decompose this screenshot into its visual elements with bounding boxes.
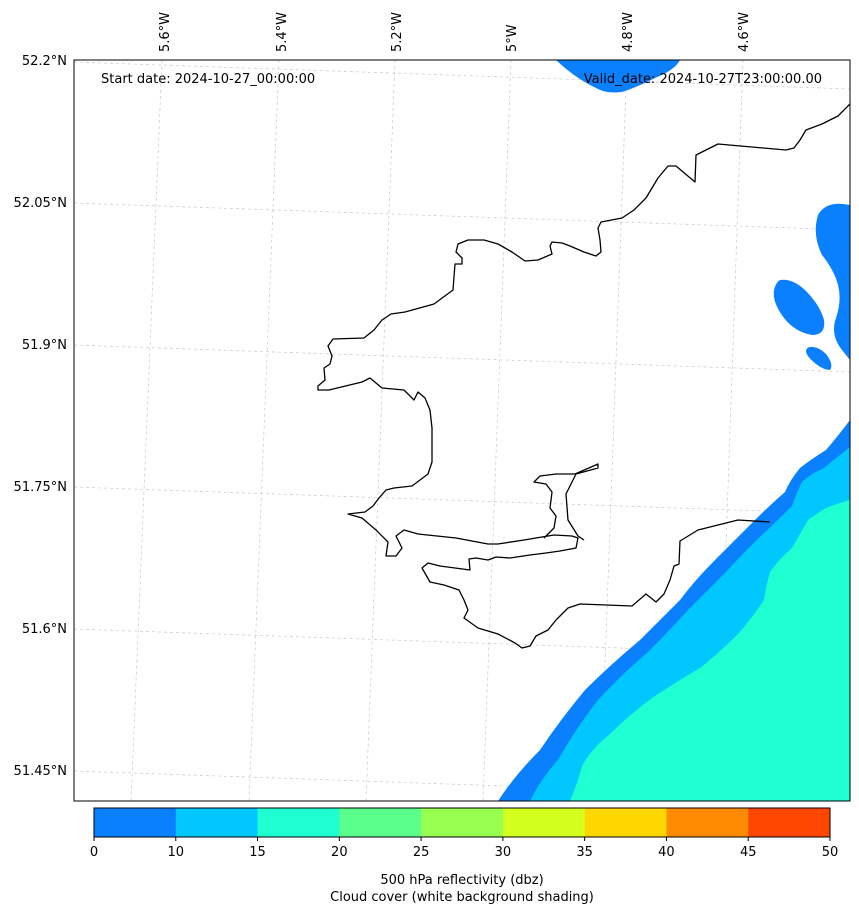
colorbar-swatch bbox=[502, 808, 586, 837]
colorbar-tick-label: 45 bbox=[740, 845, 757, 860]
colorbar-swatch bbox=[257, 808, 340, 837]
lat-label: 52.05°N bbox=[14, 196, 67, 211]
colorbar-label-line2: Cloud cover (white background shading) bbox=[330, 890, 594, 905]
map-border bbox=[73, 59, 851, 802]
colorbar-swatch bbox=[94, 808, 177, 837]
lon-label: 4.8°W bbox=[621, 12, 636, 52]
colorbar-tick-label: 25 bbox=[413, 845, 430, 860]
reflectivity-shading bbox=[498, 60, 850, 801]
colorbar-swatches bbox=[94, 808, 831, 837]
colorbar-swatch bbox=[666, 808, 749, 837]
colorbar-frame bbox=[93, 807, 831, 838]
colorbar-tick-label: 40 bbox=[658, 845, 675, 860]
colorbar-swatch bbox=[748, 808, 831, 837]
lon-label: 5.4°W bbox=[275, 12, 290, 52]
colorbar-tick-label: 35 bbox=[576, 845, 593, 860]
lon-label: 4.6°W bbox=[737, 12, 752, 52]
valid-date-label: Valid_date: 2024-10-27T23:00:00.00 bbox=[584, 72, 822, 87]
lon-label: 5.2°W bbox=[390, 12, 405, 52]
colorbar-tick-label: 20 bbox=[331, 845, 348, 860]
graticule bbox=[74, 60, 850, 801]
colorbar-tick-label: 15 bbox=[249, 845, 266, 860]
coastline bbox=[317, 103, 850, 649]
colorbar-swatch bbox=[175, 808, 259, 837]
echo-right-blob-3 bbox=[806, 346, 832, 370]
lat-labels: 52.2°N 52.05°N 51.9°N 51.75°N 51.6°N 51.… bbox=[14, 54, 67, 779]
lat-label: 51.6°N bbox=[22, 622, 67, 637]
echo-band-20 bbox=[570, 500, 850, 801]
colorbar: 0 10 15 20 25 30 35 40 45 50 500 hPa reflectivity… bbox=[90, 807, 838, 905]
colorbar-tick-label: 0 bbox=[90, 845, 98, 860]
colorbar-tick-label: 30 bbox=[495, 845, 512, 860]
lon-label: 5°W bbox=[505, 24, 520, 52]
colorbar-tick-label: 10 bbox=[168, 845, 185, 860]
colorbar-swatch bbox=[339, 808, 422, 837]
echo-right-blob-2 bbox=[773, 279, 825, 335]
start-date-label: Start date: 2024-10-27_00:00:00 bbox=[101, 72, 315, 87]
lat-label: 52.2°N bbox=[22, 54, 67, 69]
lon-label: 5.6°W bbox=[158, 12, 173, 52]
colorbar-swatch bbox=[421, 808, 504, 837]
colorbar-tick-label: 50 bbox=[822, 845, 839, 860]
lat-label: 51.9°N bbox=[22, 338, 67, 353]
lat-label: 51.45°N bbox=[14, 764, 67, 779]
lat-label: 51.75°N bbox=[14, 480, 67, 495]
colorbar-ticks: 0 10 15 20 25 30 35 40 45 50 bbox=[90, 837, 838, 860]
echo-right-blob-1 bbox=[815, 203, 850, 360]
echo-top-blob bbox=[556, 60, 680, 93]
lon-labels: 5.6°W 5.4°W 5.2°W 5°W 4.8°W 4.6°W bbox=[158, 12, 752, 52]
colorbar-swatch bbox=[584, 808, 667, 837]
colorbar-label-line1: 500 hPa reflectivity (dbz) bbox=[380, 873, 543, 888]
